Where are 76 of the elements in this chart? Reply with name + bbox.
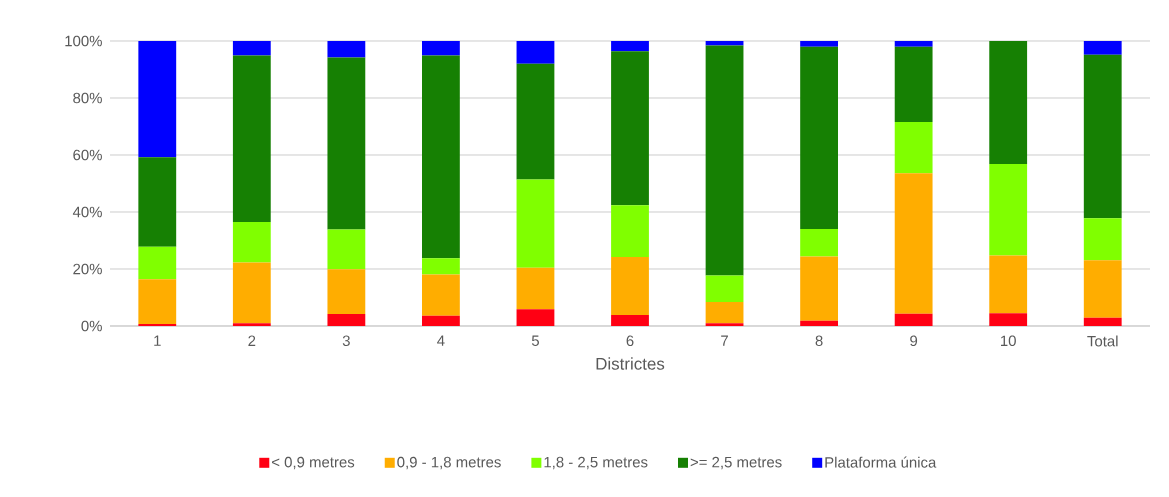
- bar: [138, 279, 177, 324]
- y-tick-label: 100%: [65, 35, 102, 47]
- bar: [611, 314, 649, 326]
- y-tick-label: 40%: [72, 206, 102, 218]
- x-axis-title: Districtes: [596, 357, 665, 370]
- bar: [516, 41, 555, 64]
- bar: [232, 323, 271, 326]
- x-tick-label: 4: [437, 335, 445, 346]
- bar: [516, 179, 555, 268]
- bar: [705, 302, 744, 324]
- bar: [989, 164, 1028, 256]
- x-tick-label: 7: [721, 335, 728, 346]
- bar: [705, 323, 744, 326]
- bar: [422, 41, 460, 56]
- x-tick-label: 5: [531, 335, 539, 346]
- bar: [989, 255, 1028, 314]
- bar: [422, 55, 460, 259]
- bar: [800, 229, 838, 257]
- bar: [422, 315, 460, 326]
- bar: [894, 41, 933, 47]
- bar: [800, 256, 838, 321]
- bar: [422, 258, 460, 275]
- x-tick-label: 1: [154, 335, 161, 346]
- legend-label: >= 2,5 metres: [690, 456, 782, 470]
- x-tick-label: Total: [1087, 335, 1118, 347]
- bar: [516, 267, 555, 310]
- x-tick-label: 8: [815, 335, 823, 347]
- bar: [800, 41, 838, 47]
- y-tick-label: 80%: [73, 92, 102, 104]
- bar: [327, 229, 366, 270]
- bar: [232, 221, 271, 263]
- x-tick-label: 6: [626, 335, 634, 347]
- bar: [1083, 317, 1122, 326]
- bar: [800, 46, 838, 230]
- bar: [894, 121, 933, 174]
- bar: [327, 314, 366, 326]
- y-tick-label: 0%: [81, 320, 102, 332]
- bar: [232, 262, 271, 324]
- bar: [422, 274, 460, 316]
- bar: [800, 320, 838, 326]
- bar: [327, 41, 366, 58]
- bar: [232, 55, 271, 222]
- bar: [1083, 260, 1122, 318]
- bar: [327, 57, 366, 230]
- bar: [989, 313, 1028, 326]
- bar: [894, 173, 933, 314]
- bar: [516, 63, 555, 180]
- bar: [1083, 54, 1122, 219]
- legend-label: 1,8 - 2,5 metres: [544, 456, 648, 470]
- bar: [1083, 41, 1122, 55]
- bar: [611, 41, 649, 52]
- bar: [138, 41, 177, 158]
- bar: [138, 246, 177, 280]
- bar: [1083, 218, 1122, 261]
- bar: [611, 51, 649, 206]
- legend-label: < 0,9 metres: [272, 456, 355, 470]
- x-tick-label: 3: [342, 335, 350, 347]
- bar: [611, 257, 649, 315]
- legend-label: Plataforma única: [825, 456, 937, 468]
- bar: [894, 313, 933, 326]
- bar: [516, 309, 555, 326]
- x-tick-label: 9: [910, 335, 918, 347]
- x-tick-label: 10: [1001, 335, 1016, 347]
- bar: [894, 46, 933, 122]
- bar: [611, 205, 649, 258]
- bar: [705, 45, 744, 276]
- bar: [138, 157, 177, 247]
- bar: [705, 275, 744, 303]
- bar: [327, 269, 366, 315]
- bar: [705, 41, 744, 46]
- bar: [232, 41, 271, 56]
- y-tick-label: 20%: [73, 263, 102, 275]
- bar: [989, 41, 1028, 165]
- y-tick-label: 60%: [73, 149, 102, 161]
- legend-label: 0,9 - 1,8 metres: [397, 456, 501, 470]
- x-tick-label: 2: [248, 335, 256, 346]
